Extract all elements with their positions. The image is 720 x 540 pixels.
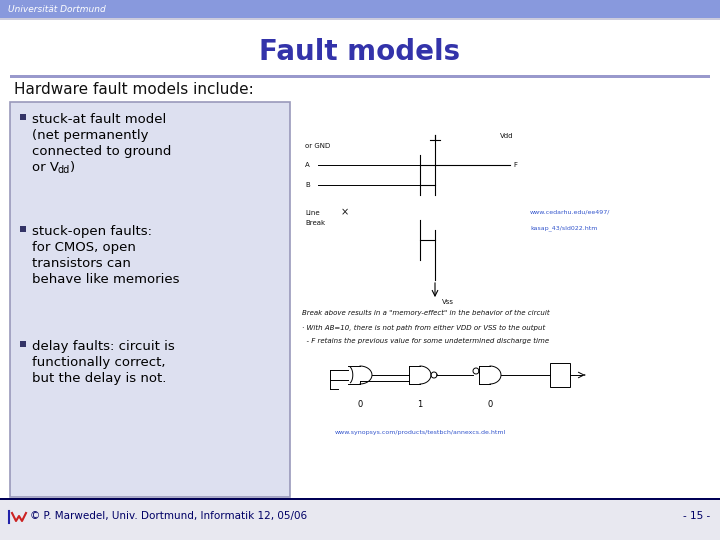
Text: dd: dd (57, 165, 69, 175)
Bar (550, 363, 570, 387)
Text: © P. Marwedel, Univ. Dortmund, Informatik 12, 05/06: © P. Marwedel, Univ. Dortmund, Informati… (30, 511, 307, 521)
Text: · With AB=10, there is not path from either VDD or VSS to the output: · With AB=10, there is not path from eit… (302, 325, 545, 331)
Text: 0: 0 (357, 400, 363, 409)
Text: F: F (513, 162, 517, 168)
Bar (10, 75, 710, 78)
Text: 1: 1 (418, 400, 423, 409)
Text: Universität Dortmund: Universität Dortmund (8, 4, 106, 14)
Text: ×: × (341, 207, 349, 217)
Text: www.cedarhu.edu/ee497/: www.cedarhu.edu/ee497/ (530, 210, 611, 215)
Text: stuck-at fault model: stuck-at fault model (32, 113, 166, 126)
Bar (0, 498, 720, 500)
Text: stuck-open faults:: stuck-open faults: (32, 225, 152, 238)
Text: - F retains the previous value for some undetermined discharge time: - F retains the previous value for some … (302, 338, 549, 344)
Text: or V: or V (32, 161, 59, 174)
Text: Hardware fault models include:: Hardware fault models include: (14, 83, 253, 98)
Bar (20, 341, 26, 347)
Bar (0, 18, 720, 20)
Bar (0, 500, 720, 540)
Text: Fault models: Fault models (259, 38, 461, 66)
Text: connected to ground: connected to ground (32, 145, 171, 158)
Text: - 15 -: - 15 - (683, 511, 710, 521)
Bar (10, 102, 290, 497)
Text: www.synopsys.com/products/testbch/annexcs.de.html: www.synopsys.com/products/testbch/annexc… (334, 430, 505, 435)
Text: Break: Break (305, 220, 325, 226)
Text: behave like memories: behave like memories (32, 273, 179, 286)
Text: B: B (305, 182, 310, 188)
Text: but the delay is not.: but the delay is not. (32, 372, 166, 385)
Text: Line: Line (305, 210, 320, 216)
Text: or GND: or GND (305, 143, 330, 149)
Text: (net permanently: (net permanently (32, 129, 148, 142)
Bar (20, 114, 26, 120)
Text: A: A (305, 162, 310, 168)
Text: delay faults: circuit is: delay faults: circuit is (32, 340, 175, 353)
Text: kasap_43/sld022.htm: kasap_43/sld022.htm (530, 225, 598, 231)
Text: Break above results in a "memory-effect" in the behavior of the circuit: Break above results in a "memory-effect"… (302, 310, 549, 316)
Bar (20, 226, 26, 232)
Text: Vdd: Vdd (500, 133, 513, 139)
Text: functionally correct,: functionally correct, (32, 356, 166, 369)
Text: ): ) (70, 161, 75, 174)
Text: Vss: Vss (442, 299, 454, 305)
Bar (0, 0, 720, 18)
Text: transistors can: transistors can (32, 257, 131, 270)
Text: for CMOS, open: for CMOS, open (32, 241, 136, 254)
Text: 0: 0 (487, 400, 492, 409)
